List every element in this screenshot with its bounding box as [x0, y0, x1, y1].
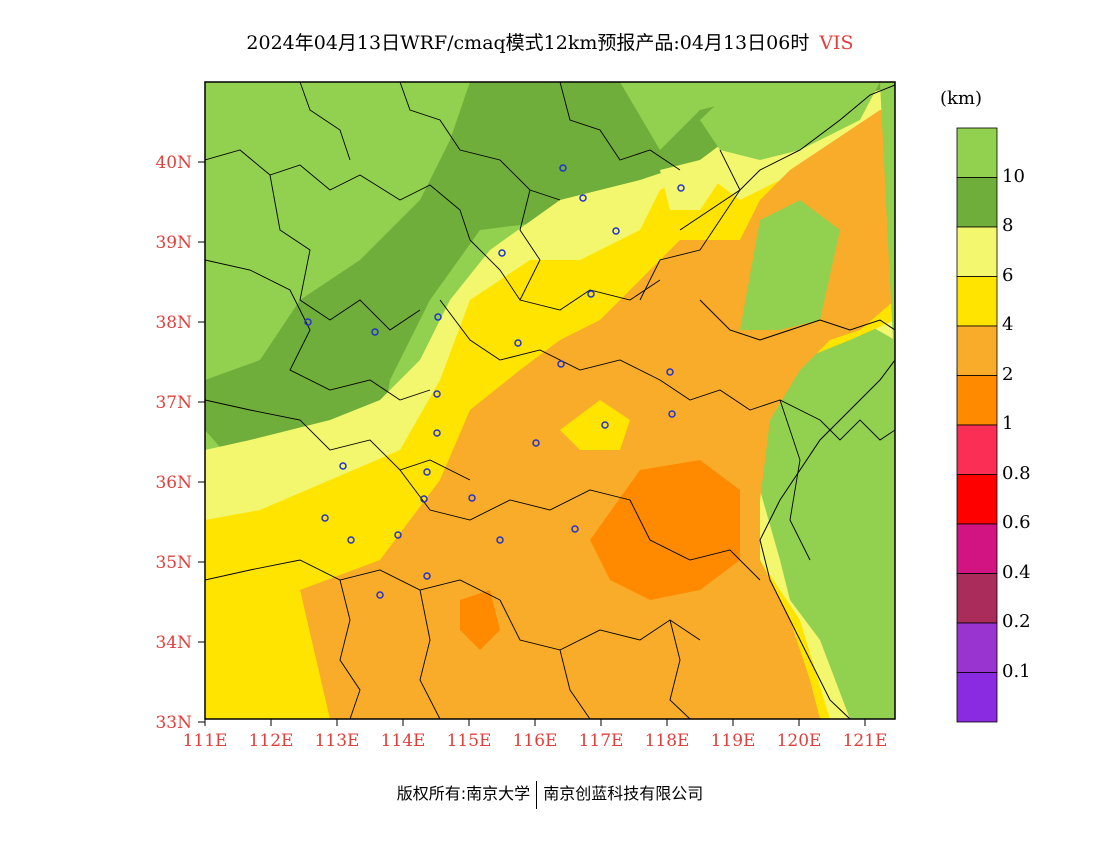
colorbar-level-label: 4 — [1002, 314, 1014, 335]
lon-tick-label: 111E — [183, 731, 228, 751]
city-marker — [434, 313, 442, 321]
lat-tick-label: 34N — [155, 633, 192, 653]
lon-tick-label: 116E — [513, 731, 558, 751]
city-marker — [376, 591, 384, 599]
title-main: 2024年04月13日WRF/cmaq模式12km预报产品:04月13日06时 — [246, 32, 810, 54]
lon-tick-label: 121E — [843, 731, 888, 751]
footer-company: 南京创蓝科技有限公司 — [543, 784, 704, 803]
city-marker — [666, 368, 674, 376]
lat-tick-label: 33N — [155, 713, 192, 733]
city-markers — [304, 164, 685, 599]
lat-tick-label: 38N — [155, 313, 192, 333]
city-marker — [339, 462, 347, 470]
colorbar-level-label: 10 — [1002, 165, 1025, 187]
city-marker — [423, 468, 431, 476]
lon-tick-label: 118E — [645, 731, 690, 751]
city-marker — [433, 390, 441, 398]
colorbar-segment — [956, 474, 998, 525]
colorbar-segment — [956, 276, 998, 327]
colorbar-segment — [956, 424, 998, 475]
colorbar-segment — [956, 127, 998, 178]
lon-tick-label: 112E — [249, 731, 294, 751]
colorbar-segment — [956, 573, 998, 624]
lon-tick-label: 117E — [579, 731, 624, 751]
colorbar-level-label: 0.4 — [1002, 561, 1031, 583]
lat-tick-label: 40N — [155, 153, 192, 173]
footer-divider — [536, 780, 538, 809]
colorbar-segment — [956, 672, 998, 723]
chart-title: 2024年04月13日WRF/cmaq模式12km预报产品:04月13日06时 V… — [0, 28, 1100, 55]
city-marker — [612, 227, 620, 235]
coastline — [679, 84, 895, 719]
city-marker — [557, 360, 565, 368]
footer: 版权所有:南京大学 南京创蓝科技有限公司 — [0, 780, 1100, 809]
footer-copyright: 版权所有:南京大学 — [396, 784, 531, 803]
lon-tick-label: 113E — [315, 731, 360, 751]
city-marker — [532, 439, 540, 447]
colorbar-level-label: 8 — [1002, 215, 1014, 236]
city-marker — [423, 572, 431, 580]
title-variable: VIS — [819, 32, 854, 54]
city-marker — [514, 339, 522, 347]
colorbar-segment — [956, 325, 998, 376]
city-marker — [371, 328, 379, 336]
city-marker — [394, 531, 402, 539]
city-marker — [559, 164, 567, 172]
city-marker — [304, 318, 312, 326]
colorbar-level-label: 1 — [1002, 413, 1014, 434]
colorbar-segment — [956, 375, 998, 426]
city-marker — [668, 410, 676, 418]
admin-boundaries — [205, 82, 895, 719]
lat-tick-label: 36N — [155, 473, 192, 493]
colorbar-level-label: 0.6 — [1002, 512, 1031, 533]
colorbar-segment — [956, 523, 998, 574]
city-marker — [601, 421, 609, 429]
visibility-field — [205, 82, 895, 719]
latitude-axis: 40N 39N 38N 37N 36N 35N 34N 33N — [155, 153, 205, 733]
lat-tick-label: 39N — [155, 233, 192, 253]
city-marker — [496, 536, 504, 544]
city-marker — [420, 495, 428, 503]
lon-tick-label: 114E — [381, 731, 426, 751]
lat-tick-label: 37N — [155, 393, 192, 413]
city-marker — [321, 514, 329, 522]
lon-tick-label: 120E — [777, 731, 822, 751]
colorbar-level-label: 6 — [1002, 264, 1014, 286]
colorbar-segment — [956, 622, 998, 673]
city-marker — [677, 184, 685, 192]
colorbar — [956, 127, 998, 723]
lon-tick-label: 115E — [447, 731, 492, 751]
city-marker — [571, 525, 579, 533]
city-marker — [587, 290, 595, 298]
city-marker — [347, 536, 355, 544]
colorbar-level-label: 0.1 — [1002, 660, 1031, 682]
colorbar-unit: (km) — [940, 88, 983, 109]
city-marker — [468, 494, 476, 502]
lon-tick-label: 119E — [711, 731, 756, 751]
city-marker — [579, 194, 587, 202]
city-marker — [433, 429, 441, 437]
map-frame — [204, 81, 896, 720]
colorbar-level-label: 0.8 — [1002, 462, 1031, 484]
colorbar-level-label: 2 — [1002, 363, 1014, 385]
colorbar-level-label: 0.2 — [1002, 611, 1031, 632]
colorbar-segment — [956, 177, 998, 228]
longitude-axis: 111E 112E 113E 114E 115E 116E 117E 118E 119E 120E… — [183, 719, 888, 751]
lat-tick-label: 35N — [155, 553, 192, 573]
city-marker — [498, 249, 506, 257]
colorbar-segment — [956, 226, 998, 277]
